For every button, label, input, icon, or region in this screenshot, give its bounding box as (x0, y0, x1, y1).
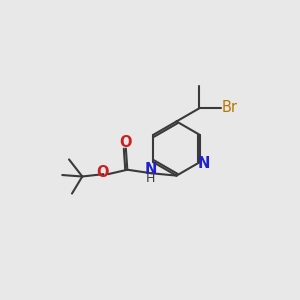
Text: N: N (198, 156, 210, 171)
Text: H: H (146, 172, 156, 185)
Text: N: N (145, 162, 157, 177)
Text: O: O (97, 166, 109, 181)
Text: O: O (120, 135, 132, 150)
Text: Br: Br (221, 100, 237, 115)
